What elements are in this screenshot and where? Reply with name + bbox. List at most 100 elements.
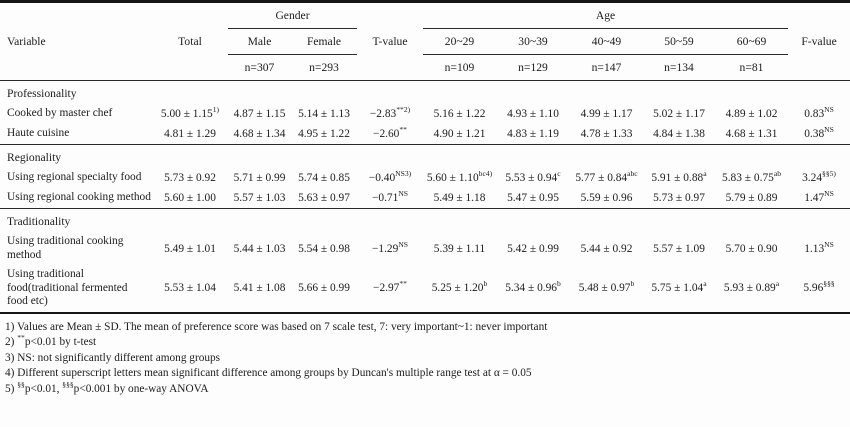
header-gender-group: Gender	[228, 1, 357, 29]
value-cell: 5.49 ± 1.18	[423, 188, 496, 209]
table-row: Using traditional food(traditional ferme…	[0, 265, 850, 313]
section-title-row: Traditionality	[0, 209, 850, 233]
value-cell: −1.29NS	[371, 239, 409, 255]
value-cell: −2.97**	[373, 279, 407, 295]
value-cell: 5.48 ± 0.97b	[578, 279, 635, 295]
variable-cell: Haute cuisine	[0, 124, 152, 145]
significance-superscript: b	[557, 279, 561, 289]
table-row: Using traditional cooking method 5.49 ± 1…	[0, 232, 850, 265]
value-cell: 5.41 ± 1.08	[233, 282, 286, 295]
significance-superscript: **	[399, 125, 407, 135]
value-cell: 4.87 ± 1.15	[233, 108, 286, 120]
significance-superscript: NS	[824, 239, 834, 249]
header-subgroup-row: Male Female 20~29 30~39 40~49 50~59 60~6…	[0, 28, 850, 55]
significance-superscript: abc	[627, 169, 638, 179]
header-f-value: F-value	[788, 1, 850, 81]
variable-cell: Using traditional cooking method	[7, 235, 124, 261]
value-cell: −2.60**	[357, 124, 423, 145]
table-row: Using regional specialty food 5.73 ± 0.92…	[0, 168, 850, 188]
table-row: Cooked by master chef 5.00 ± 1.151) 4.87 ±…	[0, 104, 850, 124]
value-cell: 0.83NS	[804, 105, 834, 120]
value-cell: 5.79 ± 0.89	[715, 188, 789, 209]
header-age-50s: 50~59	[643, 28, 715, 55]
value-cell: 4.68 ± 1.31	[715, 124, 789, 145]
header-n-row: n=307 n=293 n=109 n=129 n=147 n=134 n=81	[0, 54, 850, 81]
header-variable: Variable	[0, 1, 152, 81]
significance-superscript: §§5)	[822, 169, 836, 179]
value-cell: 4.78 ± 1.33	[570, 124, 643, 145]
value-cell: −0.40NS3)	[368, 169, 412, 184]
section-title: Regionality	[7, 151, 62, 164]
header-age-group: Age	[423, 1, 789, 29]
header-age-60s: 60~69	[715, 28, 789, 55]
value-cell: 5.71 ± 0.99	[233, 172, 286, 184]
significance-superscript: NS3)	[395, 169, 412, 179]
header-male: Male	[228, 28, 291, 55]
footnote: 3) NS: not significantly different among…	[5, 351, 221, 364]
table-row: Haute cuisine 4.81 ± 1.29 4.68 ± 1.34 4.95 …	[0, 124, 850, 145]
value-cell: 5.16 ± 1.22	[433, 108, 486, 120]
header-age-40s: 40~49	[570, 28, 643, 55]
n-age-60s: n=81	[715, 54, 789, 81]
header-age-20s: 20~29	[423, 28, 496, 55]
n-male: n=307	[228, 54, 291, 81]
section-title: Professionality	[7, 87, 77, 100]
variable-cell: Using traditional food(traditional ferme…	[7, 268, 128, 307]
significance-superscript: §§	[17, 381, 25, 390]
value-cell: 5.96§§§	[803, 279, 835, 295]
header-group-row: Variable Total Gender T-value Age F-valu…	[0, 1, 850, 81]
significance-superscript: b	[483, 279, 488, 289]
value-cell: 5.60 ± 1.10bc4)	[426, 169, 493, 184]
value-cell: 5.53 ± 0.94c	[505, 169, 561, 184]
n-age-20s: n=109	[423, 54, 496, 81]
value-cell: 3.24§§5)	[802, 169, 836, 184]
value-cell: 4.83 ± 1.19	[496, 124, 570, 145]
value-cell: 1.13NS	[804, 239, 834, 255]
section-title-row: Professionality	[0, 81, 850, 105]
n-age-30s: n=129	[496, 54, 570, 81]
value-cell: 5.25 ± 1.20b	[431, 279, 488, 295]
variable-cell: Cooked by master chef	[7, 107, 113, 120]
value-cell: 4.84 ± 1.38	[643, 124, 715, 145]
significance-superscript: b	[630, 279, 635, 289]
n-female: n=293	[291, 54, 357, 81]
significance-superscript: c	[557, 169, 561, 179]
value-cell: −2.83**2)	[369, 105, 411, 120]
value-cell: 5.93 ± 0.89a	[723, 279, 780, 295]
n-age-40s: n=147	[570, 54, 643, 81]
value-cell: −0.71NS	[357, 188, 423, 209]
value-cell: 4.89 ± 1.02	[725, 108, 778, 120]
significance-superscript: NS	[398, 189, 409, 199]
footnote: 5) §§p<0.01, §§§p<0.001 by one-way ANOVA	[5, 381, 209, 395]
significance-superscript: a	[703, 279, 707, 289]
significance-superscript: bc4)	[478, 169, 493, 179]
significance-superscript: NS	[824, 105, 834, 115]
value-cell: 4.95 ± 1.22	[291, 124, 357, 145]
value-cell: 5.70 ± 0.90	[725, 242, 778, 255]
value-cell: 5.47 ± 0.95	[496, 188, 570, 209]
significance-superscript: **	[17, 335, 25, 343]
significance-superscript: a	[775, 279, 780, 289]
significance-superscript: a	[703, 169, 707, 179]
variable-cell: Using regional specialty food	[7, 171, 142, 184]
value-cell: 5.34 ± 0.96b	[505, 279, 561, 295]
value-cell: 0.38NS	[788, 124, 850, 145]
value-cell: 5.66 ± 0.99	[298, 282, 350, 295]
preference-score-table: Variable Total Gender T-value Age F-valu…	[0, 0, 850, 314]
table-header: Variable Total Gender T-value Age F-valu…	[0, 1, 850, 81]
value-cell: 5.14 ± 1.13	[298, 108, 350, 120]
value-cell: 5.73 ± 0.97	[643, 188, 715, 209]
n-age-50s: n=134	[643, 54, 715, 81]
value-cell: 4.81 ± 1.29	[152, 124, 228, 145]
value-cell: 5.91 ± 0.88a	[651, 169, 707, 184]
significance-superscript: NS	[824, 125, 834, 135]
footnote: 1) Values are Mean ± SD. The mean of pre…	[5, 320, 548, 333]
value-cell: 4.68 ± 1.34	[228, 124, 291, 145]
value-cell: 5.83 ± 0.75ab	[722, 169, 782, 184]
value-cell: 5.59 ± 0.96	[570, 188, 643, 209]
footnotes-list: 1) Values are Mean ± SD. The mean of pre…	[0, 314, 850, 398]
value-cell: 5.02 ± 1.17	[653, 108, 705, 120]
significance-superscript: **	[399, 279, 407, 289]
footnote: 4) Different superscript letters mean si…	[5, 367, 532, 380]
